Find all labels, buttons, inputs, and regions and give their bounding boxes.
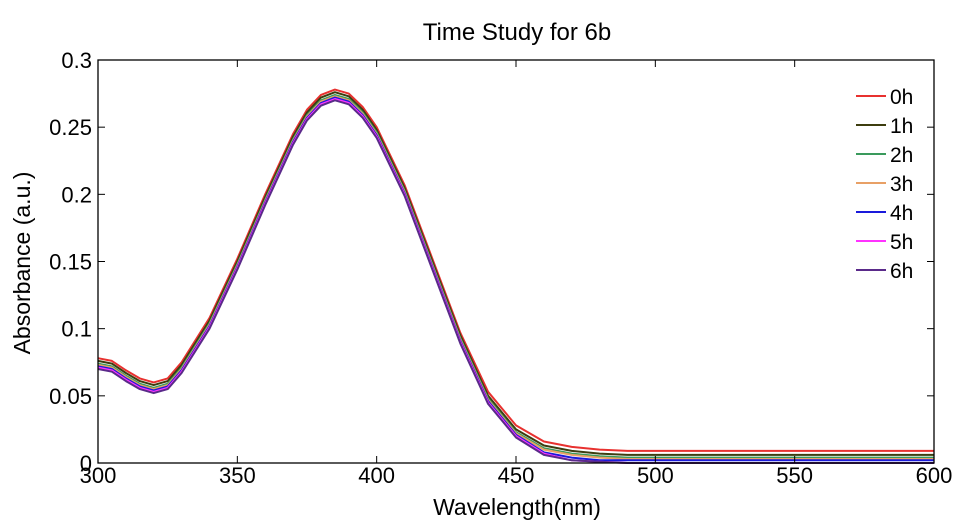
x-tick-label: 300 bbox=[80, 463, 117, 488]
plot-area-frame bbox=[97, 59, 935, 464]
ticks-layer: 300 350 400 450 500 550 600 0 0.05 0.1 0.15 0.2 0.25… bbox=[49, 48, 952, 488]
y-axis-label: Absorbance (a.u.) bbox=[9, 172, 35, 355]
series-line-5h bbox=[97, 98, 934, 464]
legend: 0h 1h 2h 3h 4h 5h 6h bbox=[856, 86, 913, 283]
x-tick-label: 350 bbox=[219, 463, 256, 488]
series-line-2h bbox=[97, 93, 934, 459]
y-tick-label: 0.3 bbox=[61, 48, 92, 73]
x-tick-label: 400 bbox=[358, 463, 395, 488]
y-tick-label: 0 bbox=[80, 451, 92, 476]
series-layer bbox=[97, 88, 934, 464]
y-tick-label: 0.2 bbox=[61, 182, 92, 207]
y-tick-label: 0.25 bbox=[49, 115, 92, 140]
legend-label-4h: 4h bbox=[890, 202, 913, 225]
legend-label-5h: 5h bbox=[890, 231, 913, 254]
legend-label-3h: 3h bbox=[890, 173, 913, 196]
y-tick-label: 0.05 bbox=[49, 384, 92, 409]
x-tick-label: 550 bbox=[776, 463, 813, 488]
x-tick-label: 500 bbox=[637, 463, 674, 488]
x-tick-label: 450 bbox=[498, 463, 535, 488]
chart-title: Time Study for 6b bbox=[423, 19, 612, 46]
series-line-4h bbox=[97, 96, 934, 462]
series-line-3h bbox=[97, 95, 934, 460]
x-axis-label: Wavelength(nm) bbox=[433, 494, 601, 520]
y-tick-label: 0.15 bbox=[49, 250, 92, 275]
legend-label-1h: 1h bbox=[890, 115, 913, 138]
x-tick-label: 600 bbox=[916, 463, 953, 488]
series-line-1h bbox=[97, 91, 934, 456]
legend-label-2h: 2h bbox=[890, 144, 913, 167]
series-line-0h bbox=[97, 88, 934, 452]
legend-label-6h: 6h bbox=[890, 260, 913, 283]
legend-label-0h: 0h bbox=[890, 86, 913, 109]
y-tick-label: 0.1 bbox=[61, 317, 92, 342]
series-line-6h bbox=[97, 99, 934, 464]
